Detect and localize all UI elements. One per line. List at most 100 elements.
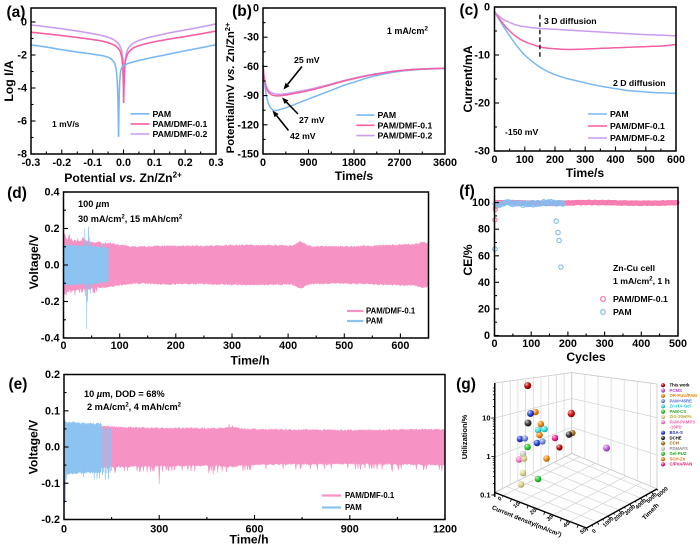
- svg-text:PAM: PAM: [153, 109, 172, 119]
- svg-text:50: 50: [579, 527, 588, 536]
- svg-text:(g): (g): [456, 376, 476, 393]
- svg-text:400: 400: [606, 154, 624, 166]
- svg-text:0.2: 0.2: [44, 223, 59, 235]
- svg-text:30 mA/cm2, 15 mAh/cm2: 30 mA/cm2, 15 mAh/cm2: [78, 214, 183, 224]
- svg-text:100: 100: [111, 340, 129, 352]
- svg-text:Time/s: Time/s: [566, 166, 605, 180]
- svg-text:Time/h: Time/h: [229, 533, 268, 547]
- svg-text:Potential/mV vs. Zn/Zn2+: Potential/mV vs. Zn/Zn2+: [223, 22, 237, 153]
- svg-text:600: 600: [391, 340, 409, 352]
- svg-text:0: 0: [60, 340, 66, 352]
- svg-text:-4: -4: [17, 83, 27, 95]
- svg-text:-0.4: -0.4: [41, 333, 60, 345]
- svg-text:(b): (b): [232, 3, 252, 20]
- svg-text:200: 200: [167, 340, 185, 352]
- svg-text:PAM-PAMPS: PAM-PAMPS: [670, 420, 696, 425]
- svg-text:PDMAPS: PDMAPS: [670, 446, 689, 451]
- svg-text:(d): (d): [7, 185, 27, 202]
- svg-text:Time/h: Time/h: [230, 354, 269, 368]
- svg-text:PAM: PAM: [366, 317, 383, 326]
- svg-text:-120: -120: [237, 119, 259, 131]
- svg-text:Voltage/V: Voltage/V: [27, 419, 41, 474]
- svg-text:500: 500: [669, 338, 687, 350]
- svg-text:-30: -30: [474, 146, 490, 158]
- svg-text:PAM: PAM: [613, 307, 632, 317]
- svg-text:0: 0: [61, 524, 67, 536]
- svg-text:PAM: PAM: [610, 109, 629, 119]
- svg-text:PAM/DMF-0.1: PAM/DMF-0.1: [610, 121, 665, 131]
- svg-text:0: 0: [497, 496, 503, 503]
- svg-text:0: 0: [591, 528, 597, 535]
- svg-text:80: 80: [478, 224, 490, 236]
- svg-text:0.1: 0.1: [147, 157, 162, 169]
- svg-text:20: 20: [529, 508, 538, 517]
- svg-text:300: 300: [576, 154, 594, 166]
- svg-text:10: 10: [482, 414, 490, 423]
- svg-text:CE/%: CE/%: [461, 244, 475, 275]
- svg-text:-0.2: -0.2: [41, 296, 60, 308]
- svg-text:Zn-HA-Gel: Zn-HA-Gel: [670, 404, 691, 409]
- svg-text:600: 600: [667, 154, 685, 166]
- svg-text:40: 40: [478, 277, 490, 289]
- svg-text:Potential vs. Zn/Zn2+: Potential vs. Zn/Zn2+: [64, 171, 182, 186]
- svg-text:-0.3: -0.3: [22, 157, 41, 169]
- svg-text:-0.1: -0.1: [41, 478, 60, 490]
- svg-text:Gel-PUZ: Gel-PUZ: [670, 451, 687, 456]
- svg-text:PAM/DMF-0.1: PAM/DMF-0.1: [613, 294, 668, 304]
- svg-text:BSA-S: BSA-S: [670, 430, 684, 435]
- svg-text:10 µm, DOD = 68%: 10 µm, DOD = 68%: [84, 389, 165, 399]
- svg-text:900: 900: [299, 157, 317, 169]
- svg-text:Time/s: Time/s: [335, 169, 374, 183]
- svg-text:300: 300: [223, 340, 241, 352]
- svg-text:-20: -20: [474, 98, 490, 110]
- svg-text:30: 30: [546, 514, 555, 523]
- svg-text:2 D diffusion: 2 D diffusion: [613, 78, 666, 88]
- svg-text:PAM/DMF-0.1: PAM/DMF-0.1: [366, 307, 416, 316]
- svg-text:0.0: 0.0: [44, 260, 59, 272]
- svg-text:OR-PUU/PAM: OR-PUU/PAM: [670, 393, 698, 398]
- svg-text:500: 500: [335, 340, 353, 352]
- svg-text:1 mA/cm2: 1 mA/cm2: [387, 26, 429, 37]
- svg-text:Log I/A: Log I/A: [2, 60, 16, 101]
- svg-text:PAM/DMF-0.1: PAM/DMF-0.1: [345, 491, 395, 500]
- svg-text:PAM: PAM: [378, 110, 397, 120]
- svg-text:Current/mA: Current/mA: [461, 45, 475, 112]
- svg-text:500: 500: [637, 154, 655, 166]
- svg-text:PCMS: PCMS: [670, 388, 683, 393]
- svg-text:200: 200: [559, 338, 577, 350]
- svg-text:0.2: 0.2: [178, 157, 193, 169]
- svg-text:C/PVA/PAN: C/PVA/PAN: [670, 462, 693, 467]
- svg-text:(c): (c): [460, 2, 479, 19]
- svg-text:0.0: 0.0: [45, 442, 60, 454]
- svg-text:1 mV/s: 1 mV/s: [52, 119, 80, 129]
- svg-text:0: 0: [253, 3, 259, 15]
- svg-text:Voltage/V: Voltage/V: [27, 234, 41, 289]
- svg-text:0.2: 0.2: [45, 369, 60, 381]
- svg-text:100: 100: [522, 338, 540, 350]
- svg-text:100 µm: 100 µm: [78, 199, 109, 209]
- svg-text:1800: 1800: [342, 157, 366, 169]
- svg-text:1200: 1200: [433, 524, 457, 536]
- svg-text:ZiG-20wt%: ZiG-20wt%: [670, 414, 692, 419]
- svg-text:10: 10: [513, 501, 522, 510]
- svg-text:(e): (e): [9, 376, 28, 393]
- svg-text:40: 40: [563, 521, 572, 530]
- svg-text:0: 0: [491, 338, 497, 350]
- svg-text:0: 0: [484, 2, 490, 14]
- svg-text:0: 0: [21, 17, 27, 29]
- svg-text:20: 20: [478, 303, 490, 315]
- svg-text:1 mA/cm2, 1 h: 1 mA/cm2, 1 h: [613, 276, 670, 286]
- svg-text:PAM: PAM: [345, 503, 362, 512]
- svg-text:27 mV: 27 mV: [299, 115, 325, 125]
- svg-text:PAM/DMF-0.1: PAM/DMF-0.1: [378, 120, 433, 130]
- svg-text:SCH-Zn: SCH-Zn: [670, 456, 686, 461]
- svg-text:Cycles: Cycles: [566, 350, 606, 364]
- svg-text:PAM/DMF-0.2: PAM/DMF-0.2: [610, 133, 665, 143]
- svg-text:600: 600: [245, 524, 263, 536]
- svg-text:60: 60: [478, 250, 490, 262]
- svg-text:0.1: 0.1: [480, 491, 490, 500]
- svg-text:900: 900: [341, 524, 359, 536]
- svg-text:PAM/DMF-0.2: PAM/DMF-0.2: [153, 129, 208, 139]
- svg-text:-150: -150: [237, 148, 259, 160]
- svg-text:400: 400: [279, 340, 297, 352]
